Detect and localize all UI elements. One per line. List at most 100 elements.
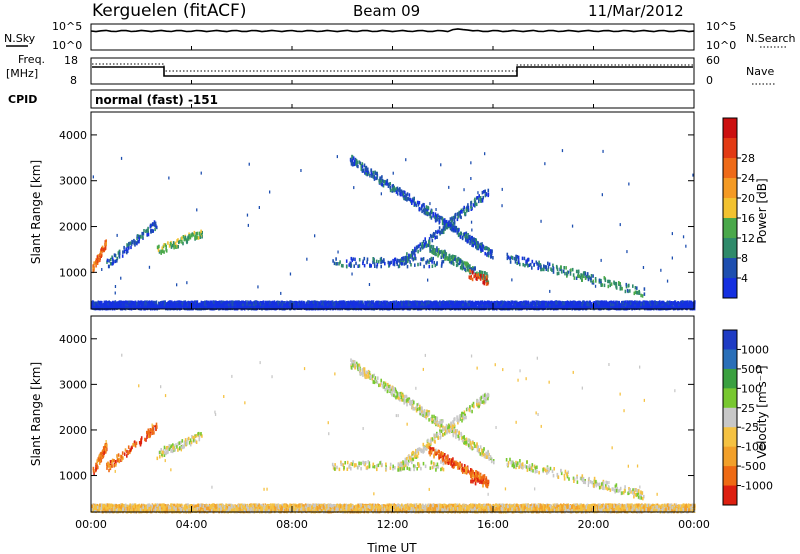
power-echo-cell (456, 231, 459, 235)
power-echo-cell (587, 277, 590, 282)
power-echo-cell (521, 306, 524, 310)
power-echo-cell (472, 241, 475, 246)
power-echo-cell (455, 225, 458, 230)
power-echo-cell (603, 283, 606, 288)
power-echo-cell (479, 270, 482, 274)
power-echo-cell (389, 185, 391, 190)
power-echo-cell (345, 259, 348, 263)
power-echo-cell (487, 281, 489, 286)
power-echo-cell (449, 224, 452, 228)
power-echo-cell (182, 241, 184, 246)
power-echo-cell (338, 300, 341, 304)
power-echo-cell (197, 236, 200, 240)
power-echo-cell (364, 171, 366, 175)
power-echo-cell (196, 231, 199, 236)
power-echo-cell (350, 162, 353, 166)
power-echo-cell (160, 251, 162, 255)
power-echo-cell (105, 239, 107, 243)
power-echo-cell (455, 258, 458, 262)
power-echo-cell (524, 263, 526, 268)
power-echo-cell (481, 246, 483, 250)
power-echo-cell (366, 169, 368, 174)
power-echo-cell (436, 261, 438, 265)
power-echo-cell (636, 290, 638, 295)
power-echo-cell (509, 260, 512, 264)
power-echo-cell (443, 226, 446, 230)
power-echo-cell (427, 212, 430, 216)
power-echo-cell (333, 261, 336, 266)
power-echo-cell (411, 199, 413, 204)
station-title: Kerguelen (fitACF) (92, 1, 246, 21)
power-echo-cell (409, 254, 411, 258)
power-echo-cell (127, 246, 130, 250)
power-echo-cell (354, 257, 356, 262)
power-echo-cell (407, 197, 409, 201)
power-echo-cell (352, 156, 355, 160)
power-echo-cell (473, 274, 475, 279)
cpid-text: normal (fast) -151 (95, 93, 218, 107)
power-echo-cell (600, 278, 602, 283)
power-echo-cell (464, 212, 466, 216)
power-echo-cell (471, 206, 473, 211)
power-echo-cell (439, 230, 441, 235)
power-echo-cell (126, 243, 128, 247)
power-echo-cell (480, 273, 482, 278)
power-echo-cell (129, 241, 132, 245)
power-echo-cell (437, 229, 439, 234)
power-echo-cell (441, 262, 443, 266)
power-echo-cell (365, 172, 367, 176)
power-echo-cell (405, 261, 407, 265)
power-echo-cell (431, 250, 433, 254)
power-echo-cell (372, 175, 375, 179)
power-echo-cell (428, 237, 431, 241)
power-echo-cell (482, 190, 485, 194)
power-echo-cell (471, 243, 473, 247)
power-echo-cell (452, 261, 454, 265)
frequency-panel: Freq. [MHz] 18 8 60 0 Nave (6, 53, 775, 87)
power-echo-cell (165, 249, 168, 253)
power-echo-cell (619, 287, 622, 291)
power-echo-cell (406, 256, 409, 260)
power-echo-cell (463, 261, 465, 265)
power-echo-cell (421, 241, 423, 246)
power-echo-cell (435, 218, 438, 222)
power-echo-cell (101, 245, 104, 250)
cpid-label: CPID (8, 93, 37, 106)
power-echo-cell (452, 222, 455, 226)
power-echo-cell (511, 256, 514, 260)
power-echo-cell (386, 182, 388, 186)
power-echo-cell (517, 258, 520, 262)
power-echo-cell (410, 253, 412, 258)
power-echo-cell (350, 256, 353, 261)
power-echo-cell (178, 240, 180, 245)
power-echo-cell (357, 264, 359, 268)
power-echo-cell (527, 257, 529, 262)
power-echo-cell (362, 259, 364, 263)
power-echo-cell (404, 197, 407, 201)
power-echo-cell (547, 268, 549, 272)
power-echo-cell (361, 165, 364, 169)
power-echo-cell (601, 283, 604, 287)
power-echo-cell (425, 205, 428, 209)
power-echo-cell (403, 300, 406, 305)
power-echo-cell (467, 262, 469, 267)
power-echo-cell (674, 306, 677, 311)
power-echo-cell (419, 247, 422, 251)
power-echo-cell (474, 300, 477, 305)
power-echo-cell (584, 276, 587, 280)
power-echo-cell (436, 215, 439, 219)
power-echo-cell (485, 279, 488, 284)
power-echo-cell (164, 243, 167, 247)
power-echo-cell (366, 260, 368, 265)
power-echo-cell (432, 245, 435, 249)
power-echo-cell (96, 259, 99, 264)
power-echo-cell (399, 191, 401, 196)
power-echo-cell (547, 261, 549, 266)
power-echo-cell (392, 258, 394, 263)
power-echo-cell (528, 263, 531, 267)
power-echo-cell (121, 254, 124, 258)
power-echo-cell (384, 261, 386, 266)
power-echo-cell (419, 262, 422, 266)
power-echo-cell (378, 180, 381, 184)
power-echo-cell (410, 198, 412, 202)
